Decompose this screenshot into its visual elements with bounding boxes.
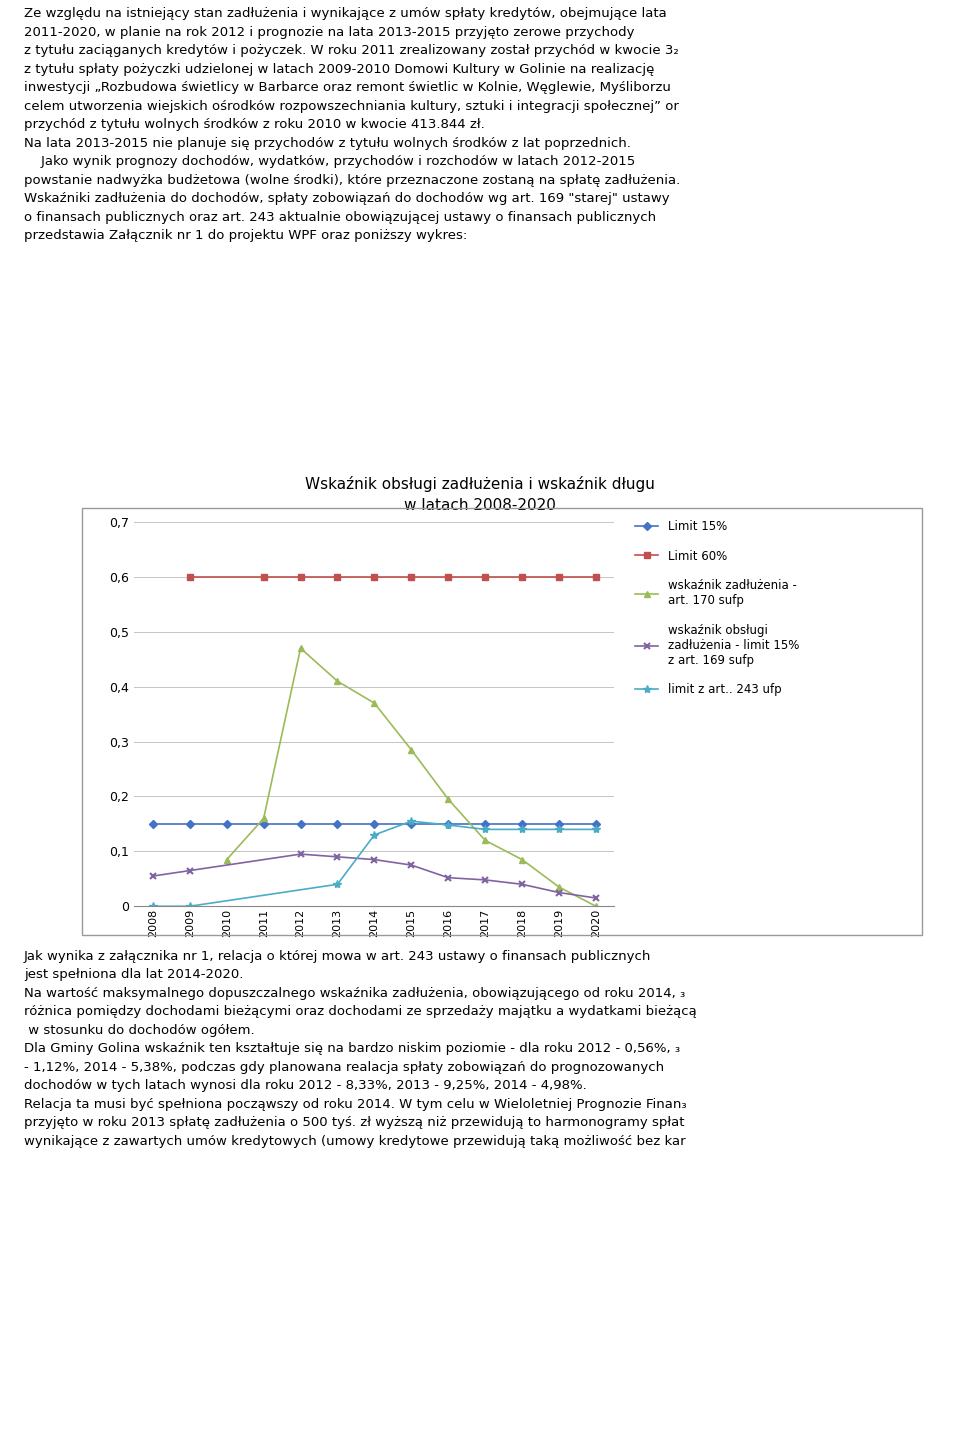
wskaźnik zadłużenia -
art. 170 sufp <box>332 673 344 690</box>
Limit 15% <box>258 815 270 832</box>
wskaźnik obsługi
zadłużenia - limit 15%
z art. 169 sufp <box>479 871 491 889</box>
Limit 15% <box>553 815 564 832</box>
wskaźnik zadłużenia -
art. 170 sufp <box>369 695 380 712</box>
limit z art.. 243 ufp <box>147 898 158 915</box>
limit z art.. 243 ufp <box>479 821 491 838</box>
Limit 60% <box>405 568 417 586</box>
Line: limit z art.. 243 ufp: limit z art.. 243 ufp <box>149 816 600 911</box>
Limit 60% <box>553 568 564 586</box>
wskaźnik obsługi
zadłużenia - limit 15%
z art. 169 sufp <box>369 851 380 869</box>
limit z art.. 243 ufp <box>443 816 454 834</box>
Limit 15% <box>369 815 380 832</box>
wskaźnik obsługi
zadłużenia - limit 15%
z art. 169 sufp <box>332 848 344 866</box>
wskaźnik zadłużenia -
art. 170 sufp <box>221 851 232 869</box>
wskaźnik zadłużenia -
art. 170 sufp <box>553 879 564 896</box>
wskaźnik obsługi
zadłużenia - limit 15%
z art. 169 sufp <box>184 861 196 879</box>
Limit 60% <box>443 568 454 586</box>
limit z art.. 243 ufp <box>590 821 602 838</box>
Limit 15% <box>184 815 196 832</box>
wskaźnik obsługi
zadłużenia - limit 15%
z art. 169 sufp <box>147 867 158 884</box>
wskaźnik zadłużenia -
art. 170 sufp <box>516 851 528 869</box>
wskaźnik obsługi
zadłużenia - limit 15%
z art. 169 sufp <box>590 889 602 906</box>
Limit 60% <box>295 568 306 586</box>
Limit 60% <box>332 568 344 586</box>
Text: Jak wynika z załącznika nr 1, relacja o której mowa w art. 243 ustawy o finansac: Jak wynika z załącznika nr 1, relacja o … <box>24 950 697 1148</box>
wskaźnik obsługi
zadłużenia - limit 15%
z art. 169 sufp <box>553 884 564 902</box>
Limit 60% <box>479 568 491 586</box>
Limit 60% <box>590 568 602 586</box>
Limit 60% <box>184 568 196 586</box>
Limit 15% <box>516 815 528 832</box>
wskaźnik zadłużenia -
art. 170 sufp <box>443 790 454 808</box>
Line: Limit 15%: Limit 15% <box>150 821 599 826</box>
wskaźnik zadłużenia -
art. 170 sufp <box>479 832 491 850</box>
Limit 15% <box>332 815 344 832</box>
wskaźnik zadłużenia -
art. 170 sufp <box>405 741 417 758</box>
wskaźnik zadłużenia -
art. 170 sufp <box>295 639 306 657</box>
Text: Ze względu na istniejący stan zadłużenia i wynikające z umów spłaty kredytów, ob: Ze względu na istniejący stan zadłużenia… <box>24 7 681 242</box>
wskaźnik obsługi
zadłużenia - limit 15%
z art. 169 sufp <box>295 845 306 863</box>
Limit 60% <box>258 568 270 586</box>
Limit 15% <box>405 815 417 832</box>
wskaźnik zadłużenia -
art. 170 sufp <box>590 898 602 915</box>
Limit 60% <box>369 568 380 586</box>
limit z art.. 243 ufp <box>369 826 380 844</box>
Limit 15% <box>295 815 306 832</box>
Legend: Limit 15%, Limit 60%, wskaźnik zadłużenia -
art. 170 sufp, wskaźnik obsługi
zadł: Limit 15%, Limit 60%, wskaźnik zadłużeni… <box>635 521 799 696</box>
limit z art.. 243 ufp <box>516 821 528 838</box>
limit z art.. 243 ufp <box>405 812 417 829</box>
limit z art.. 243 ufp <box>184 898 196 915</box>
limit z art.. 243 ufp <box>332 876 344 893</box>
Limit 15% <box>590 815 602 832</box>
Limit 15% <box>221 815 232 832</box>
Line: Limit 60%: Limit 60% <box>186 574 599 580</box>
Limit 15% <box>479 815 491 832</box>
Limit 15% <box>147 815 158 832</box>
Text: Wskaźnik obsługi zadłużenia i wskaźnik długu
w latach 2008-2020: Wskaźnik obsługi zadłużenia i wskaźnik d… <box>305 476 655 513</box>
limit z art.. 243 ufp <box>553 821 564 838</box>
Limit 60% <box>516 568 528 586</box>
wskaźnik obsługi
zadłużenia - limit 15%
z art. 169 sufp <box>443 869 454 886</box>
Limit 15% <box>443 815 454 832</box>
Line: wskaźnik obsługi
zadłużenia - limit 15%
z art. 169 sufp: wskaźnik obsługi zadłużenia - limit 15% … <box>150 851 599 902</box>
wskaźnik zadłużenia -
art. 170 sufp <box>258 809 270 826</box>
wskaźnik obsługi
zadłużenia - limit 15%
z art. 169 sufp <box>405 857 417 874</box>
wskaźnik obsługi
zadłużenia - limit 15%
z art. 169 sufp <box>516 876 528 893</box>
Line: wskaźnik zadłużenia -
art. 170 sufp: wskaźnik zadłużenia - art. 170 sufp <box>224 645 599 909</box>
